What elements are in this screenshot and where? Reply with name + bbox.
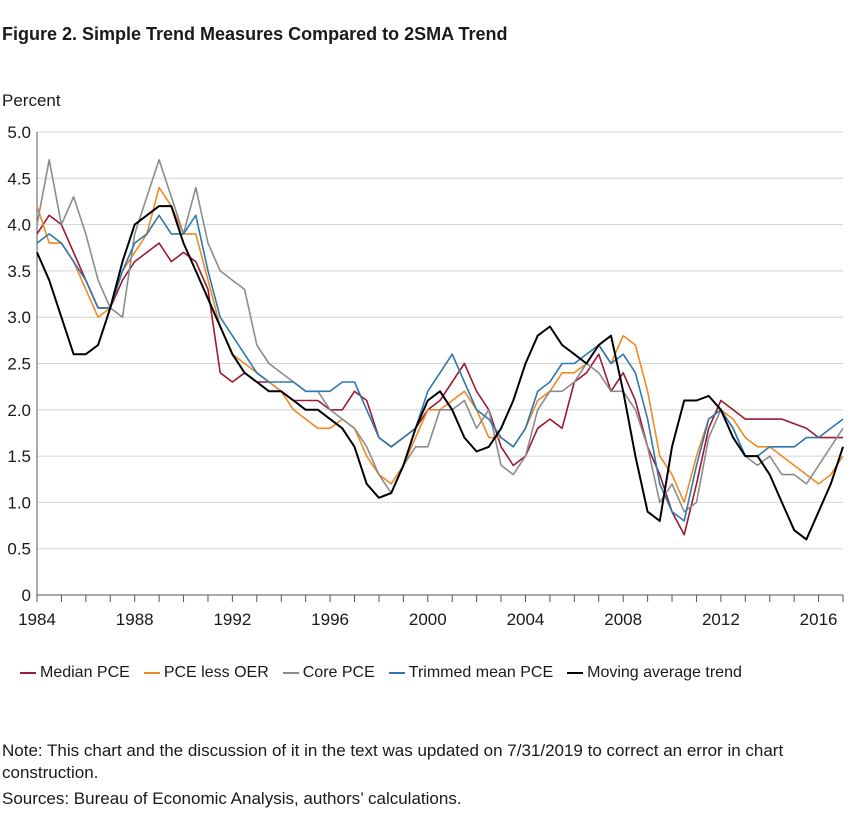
x-tick-label: 1992 [213,610,251,629]
grid-lines [36,131,843,596]
legend-item: Median PCE [20,664,130,682]
chart-sources: Sources: Bureau of Economic Analysis, au… [2,789,462,808]
y-axis-label: Percent [2,91,61,110]
legend-swatch [388,672,405,674]
chart-title: Figure 2. Simple Trend Measures Compared… [2,24,508,44]
y-tick-label: 0 [22,586,31,605]
x-tick-label: 2012 [702,610,740,629]
legend-swatch [20,672,36,674]
x-tick-label: 2004 [507,610,545,629]
y-tick-label: 4.5 [7,169,31,188]
y-tick-label: 4.0 [7,216,31,235]
y-tick-label: 3.5 [7,262,31,281]
series-lines [36,159,844,541]
legend-label: PCE less OER [163,664,269,681]
y-tick-label: 0.5 [7,540,31,559]
chart-area: 0 0.5 1.0 1.5 2.0 2.5 3.0 3.5 4.0 4.5 5.0 1984 1988 1… [2,91,844,629]
series-line-moving-average-trend [36,205,844,541]
legend-item: Core PCE [282,664,375,682]
y-tick-label: 2.0 [7,401,31,420]
legend-swatch [282,672,299,674]
x-tick-label: 1988 [116,610,154,629]
y-tick-label: 5.0 [7,123,31,142]
legend-swatch [567,672,584,674]
legend-item: Moving average trend [567,664,742,682]
legend-label: Moving average trend [587,664,742,681]
x-tick-label: 2008 [604,610,642,629]
series-line-trimmed-mean-pce [36,214,844,522]
legend-swatch [143,672,160,674]
y-tick-label: 2.5 [7,355,31,374]
series-line-core-pce [36,159,844,513]
legend-label: Core PCE [302,664,375,681]
legend-label: Trimmed mean PCE [408,664,554,681]
legend-item: PCE less OER [143,664,269,682]
series-line-median-pce [36,214,843,536]
x-tick-label: 2016 [800,610,838,629]
legend-item: Trimmed mean PCE [388,664,554,682]
x-tick-label: 1984 [18,610,56,629]
legend: Median PCE PCE less OER Core PCE Trimmed me… [20,664,756,682]
chart-note: Note: This chart and the discussion of i… [2,741,784,782]
legend-label: Median PCE [40,664,130,681]
axis-ticks: 0 0.5 1.0 1.5 2.0 2.5 3.0 3.5 4.0 4.5 5.0 1984 1988 1… [7,123,844,629]
y-tick-label: 3.0 [7,308,31,327]
y-tick-label: 1.5 [7,447,31,466]
x-tick-label: 1996 [311,610,349,629]
series-line-pce-less-oer [36,186,844,504]
x-tick-label: 2000 [409,610,447,629]
y-tick-label: 1.0 [7,493,31,512]
